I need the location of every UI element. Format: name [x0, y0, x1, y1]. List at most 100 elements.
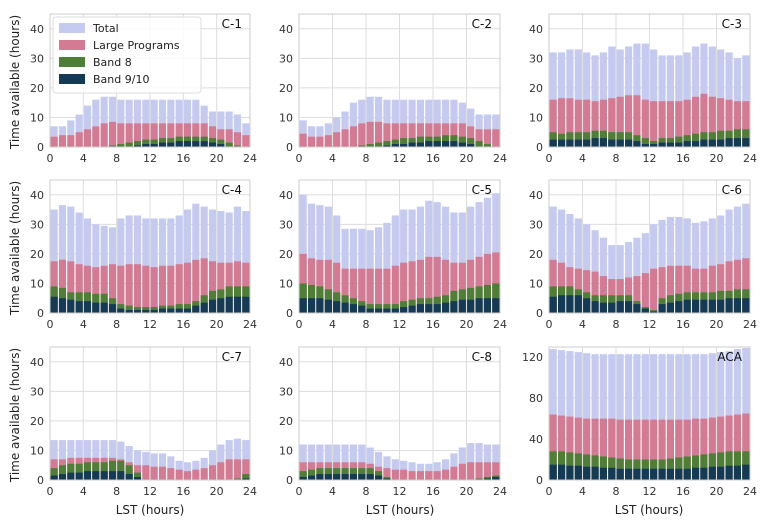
bar-band-8	[125, 465, 133, 480]
x-tick-label: 8	[363, 318, 370, 331]
bar-large-programs	[400, 469, 408, 480]
bar-band-9-10	[383, 308, 391, 313]
bar-band-9-10	[742, 464, 750, 480]
bar-band-9-10	[58, 474, 67, 480]
x-tick-label: 24	[743, 485, 757, 498]
bar-band-9-10	[333, 301, 341, 313]
bar-large-programs	[391, 469, 399, 480]
bar-total	[583, 224, 591, 313]
y-tick-label: 20	[30, 415, 44, 428]
bar-band-9-10	[92, 302, 100, 313]
bar-band-9-10	[725, 298, 733, 313]
x-tick-label: 8	[613, 485, 620, 498]
bar-band-9-10	[125, 474, 133, 480]
bar-band-9-10	[125, 310, 133, 313]
bar-band-9-10	[708, 139, 716, 147]
x-tick-label: 12	[393, 485, 407, 498]
bar-total	[566, 213, 574, 313]
bar-band-9-10	[142, 144, 150, 147]
bar-large-programs	[691, 418, 700, 480]
bar-large-programs	[733, 259, 742, 313]
bar-large-programs	[658, 267, 666, 313]
bar-band-9-10	[333, 474, 341, 480]
bar-large-programs	[566, 416, 574, 480]
bar-band-9-10	[307, 475, 316, 480]
panel-c-7: 0 10 20 30 40 0 4 8 12 16 20 24 C-7	[30, 346, 257, 498]
x-tick-label: 20	[460, 485, 474, 498]
bar-large-programs	[383, 268, 391, 313]
bar-band-9-10	[374, 308, 383, 313]
plot-frame	[49, 13, 251, 148]
bar-band-8	[233, 478, 242, 480]
bar-large-programs	[125, 264, 133, 313]
bar-band-9-10	[75, 472, 83, 480]
bar-band-9-10	[624, 139, 633, 147]
bar-large-programs	[307, 136, 316, 147]
bar-large-programs	[549, 99, 557, 147]
bar-band-9-10	[566, 139, 574, 147]
bar-large-programs	[374, 268, 383, 313]
bar-band-9-10	[175, 141, 183, 147]
bar-large-programs	[557, 415, 566, 480]
bar-large-programs	[633, 276, 641, 313]
plot-frame	[298, 13, 501, 148]
bar-band-8	[374, 142, 383, 147]
bar-large-programs	[408, 471, 416, 480]
x-tick-label: 4	[329, 485, 336, 498]
bar-band-9-10	[242, 296, 250, 313]
bar-band-9-10	[425, 141, 433, 147]
bar-large-programs	[158, 123, 167, 147]
bar-total	[616, 354, 624, 480]
bar-total	[217, 211, 225, 313]
bar-band-9-10	[683, 299, 691, 313]
bar-large-programs	[349, 126, 358, 147]
bar-band-9-10	[574, 295, 582, 313]
bar-band-9-10	[208, 142, 217, 147]
bar-band-9-10	[408, 142, 416, 147]
bar-total	[100, 96, 108, 147]
bar-band-8	[467, 138, 475, 147]
bar-band-8	[358, 468, 366, 480]
bar-total	[691, 222, 700, 313]
x-tick-label: 12	[643, 485, 657, 498]
y-tick-label: 30	[279, 385, 293, 398]
bar-band-9-10	[75, 301, 83, 313]
bar-large-programs	[641, 99, 649, 147]
bar-band-9-10	[450, 141, 458, 147]
bar-band-8	[125, 142, 133, 147]
bar-band-9-10	[383, 145, 391, 147]
bar-total	[624, 354, 633, 480]
bar-band-9-10	[675, 468, 683, 480]
bar-band-9-10	[133, 477, 142, 480]
bar-band-8	[324, 468, 332, 480]
y-tick-label: 30	[529, 218, 543, 231]
bar-large-programs	[708, 265, 716, 313]
bar-total	[400, 209, 408, 313]
bar-band-9-10	[700, 299, 708, 313]
x-tick-label: 0	[47, 152, 54, 165]
bar-band-8	[691, 133, 700, 147]
bar-band-9-10	[708, 466, 716, 480]
bar-large-programs	[742, 101, 750, 147]
bar-band-9-10	[574, 139, 582, 147]
x-tick-label: 12	[643, 152, 657, 165]
y-tick-label: 30	[529, 52, 543, 65]
bar-total	[742, 203, 750, 313]
bar-total	[666, 354, 675, 480]
y-tick-label: 0	[536, 307, 543, 320]
bar-band-9-10	[341, 474, 349, 480]
bar-band-9-10	[50, 475, 58, 480]
bar-band-8	[717, 130, 725, 147]
bar-band-9-10	[483, 298, 492, 313]
bar-large-programs	[483, 253, 492, 313]
bar-large-programs	[150, 267, 158, 313]
bar-band-9-10	[733, 138, 742, 147]
bar-large-programs	[416, 259, 425, 313]
bar-band-9-10	[599, 302, 608, 313]
bar-band-9-10	[441, 302, 450, 313]
y-tick-label: 10	[279, 277, 293, 290]
bar-band-9-10	[557, 464, 566, 480]
bar-large-programs	[633, 95, 641, 147]
bar-total	[641, 354, 649, 480]
bar-large-programs	[475, 129, 483, 147]
